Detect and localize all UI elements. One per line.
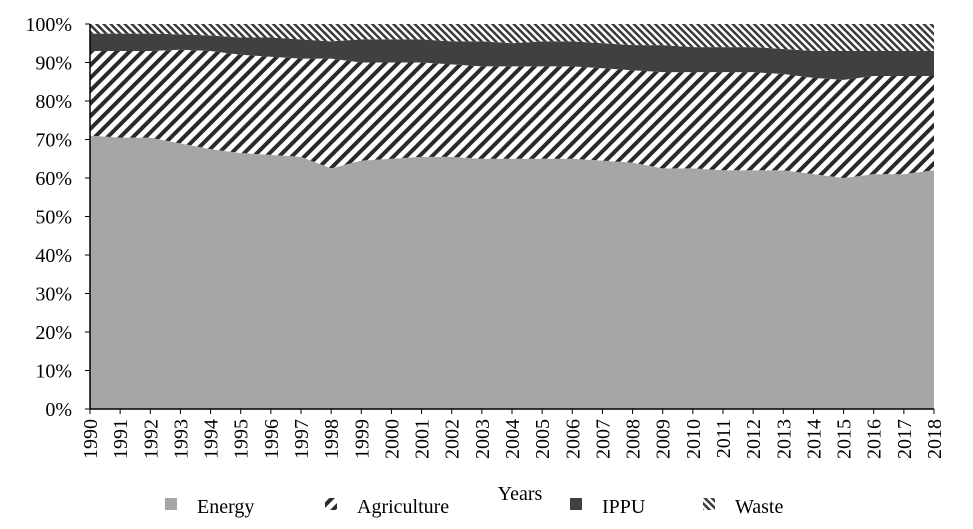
x-tick-label: 1992 [140, 419, 162, 459]
area-energy [90, 135, 934, 409]
x-tick-label: 1999 [351, 419, 373, 459]
x-tick-label: 2016 [864, 419, 886, 459]
area-layers [90, 24, 934, 409]
x-tick-label: 2006 [562, 419, 584, 459]
x-tick-label: 1998 [321, 419, 343, 459]
legend-item-agriculture: Agriculture [325, 496, 449, 518]
legend-label: Agriculture [357, 496, 449, 518]
x-tick-label: 1996 [261, 419, 283, 459]
y-tick-labels: 0% 10% 20% 30% 40% 50% 60% 70% 80% 90% 100% [25, 14, 72, 421]
x-tick-label: 1993 [170, 419, 192, 459]
x-tick-label: 2018 [924, 419, 946, 459]
x-tick-label: 1994 [201, 419, 223, 459]
x-tick-label: 2001 [412, 419, 434, 459]
legend-item-waste: Waste [703, 496, 783, 518]
legend-item-ippu: IPPU [570, 496, 646, 518]
x-tick-label: 2007 [592, 419, 614, 459]
x-tick-label: 2009 [653, 419, 675, 459]
legend: Energy Agriculture IPPU Waste [165, 496, 783, 518]
x-axis-label: Years [498, 483, 543, 505]
area-ippu [90, 33, 934, 80]
x-tick-label: 2010 [683, 419, 705, 459]
y-tick-label: 20% [35, 322, 72, 344]
x-tick-label: 1997 [291, 419, 313, 459]
y-tick-label: 30% [35, 284, 72, 306]
legend-label: Energy [197, 496, 254, 518]
x-tick-label: 2000 [381, 419, 403, 459]
x-tick-label: 2002 [442, 419, 464, 459]
x-tick-label: 2003 [472, 419, 494, 459]
x-tick-label: 1990 [80, 419, 102, 459]
legend-label: IPPU [602, 496, 646, 518]
y-tick-label: 80% [35, 91, 72, 113]
area-agriculture [90, 49, 934, 178]
x-tick-label: 2017 [894, 419, 916, 459]
x-tick-label: 2011 [713, 419, 735, 458]
area-waste [90, 24, 934, 51]
legend-swatch [165, 498, 177, 510]
y-tick-label: 90% [35, 53, 72, 75]
y-tick-label: 0% [45, 399, 72, 421]
y-tick-label: 50% [35, 207, 72, 229]
axes [85, 23, 935, 414]
legend-item-energy: Energy [165, 496, 254, 518]
x-tick-labels: 1990 1991 1992 1993 1994 1995 1996 1997 1998 1999… [80, 419, 946, 459]
x-tick-label: 1991 [110, 419, 132, 459]
y-tick-label: 40% [35, 245, 72, 267]
x-tick-label: 1995 [231, 419, 253, 459]
legend-swatch [703, 498, 715, 510]
x-tick-label: 2015 [834, 419, 856, 459]
x-tick-label: 2008 [623, 419, 645, 459]
x-tick-label: 2012 [743, 419, 765, 459]
legend-swatch [325, 498, 337, 510]
legend-swatch [570, 498, 582, 510]
x-tick-label: 2005 [532, 419, 554, 459]
legend-label: Waste [735, 496, 783, 518]
y-tick-label: 70% [35, 130, 72, 152]
x-tick-label: 2013 [773, 419, 795, 459]
y-tick-label: 10% [35, 361, 72, 383]
y-tick-label: 100% [25, 14, 72, 36]
x-tick-label: 2004 [502, 419, 524, 459]
x-tick-label: 2014 [803, 419, 825, 459]
y-tick-label: 60% [35, 168, 72, 190]
